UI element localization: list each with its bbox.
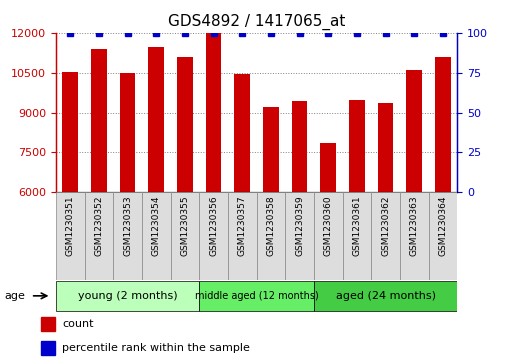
Bar — [56, 192, 84, 280]
Bar — [435, 57, 451, 352]
Bar — [321, 143, 336, 352]
Bar — [314, 281, 457, 311]
Bar — [342, 192, 371, 280]
Bar — [228, 192, 257, 280]
Text: percentile rank within the sample: percentile rank within the sample — [62, 343, 250, 353]
Bar — [120, 73, 136, 352]
Bar — [113, 192, 142, 280]
Text: young (2 months): young (2 months) — [78, 291, 177, 301]
Bar — [148, 46, 164, 352]
Text: GSM1230358: GSM1230358 — [266, 195, 275, 256]
Text: GSM1230359: GSM1230359 — [295, 195, 304, 256]
Bar — [91, 49, 107, 352]
Text: middle aged (12 months): middle aged (12 months) — [195, 291, 319, 301]
Bar — [406, 70, 422, 352]
Bar — [199, 192, 228, 280]
Text: aged (24 months): aged (24 months) — [336, 291, 435, 301]
Text: GSM1230353: GSM1230353 — [123, 195, 132, 256]
Title: GDS4892 / 1417065_at: GDS4892 / 1417065_at — [168, 14, 345, 30]
Bar — [257, 192, 285, 280]
Text: GSM1230363: GSM1230363 — [409, 195, 419, 256]
Text: GSM1230364: GSM1230364 — [438, 195, 448, 256]
Bar — [56, 281, 199, 311]
Bar — [84, 192, 113, 280]
Bar — [171, 192, 199, 280]
Bar — [314, 192, 342, 280]
Bar — [206, 33, 221, 352]
Text: GSM1230357: GSM1230357 — [238, 195, 247, 256]
Bar — [285, 192, 314, 280]
Bar — [142, 192, 171, 280]
Text: GSM1230354: GSM1230354 — [152, 195, 161, 256]
Text: count: count — [62, 319, 94, 329]
Bar — [371, 192, 400, 280]
Text: GSM1230356: GSM1230356 — [209, 195, 218, 256]
Bar — [400, 192, 429, 280]
Text: GSM1230360: GSM1230360 — [324, 195, 333, 256]
Bar — [349, 100, 365, 352]
Bar — [177, 57, 193, 352]
Bar — [234, 74, 250, 352]
Text: GSM1230351: GSM1230351 — [66, 195, 75, 256]
Bar — [263, 107, 279, 352]
Text: GSM1230355: GSM1230355 — [180, 195, 189, 256]
Text: GSM1230361: GSM1230361 — [353, 195, 361, 256]
Bar — [377, 103, 393, 352]
Bar — [292, 101, 307, 352]
Text: GSM1230362: GSM1230362 — [381, 195, 390, 256]
Bar — [41, 341, 55, 355]
Bar — [429, 192, 457, 280]
Text: GSM1230352: GSM1230352 — [94, 195, 104, 256]
Bar — [199, 281, 314, 311]
Bar — [62, 72, 78, 352]
Text: age: age — [5, 291, 25, 301]
Bar — [41, 317, 55, 331]
